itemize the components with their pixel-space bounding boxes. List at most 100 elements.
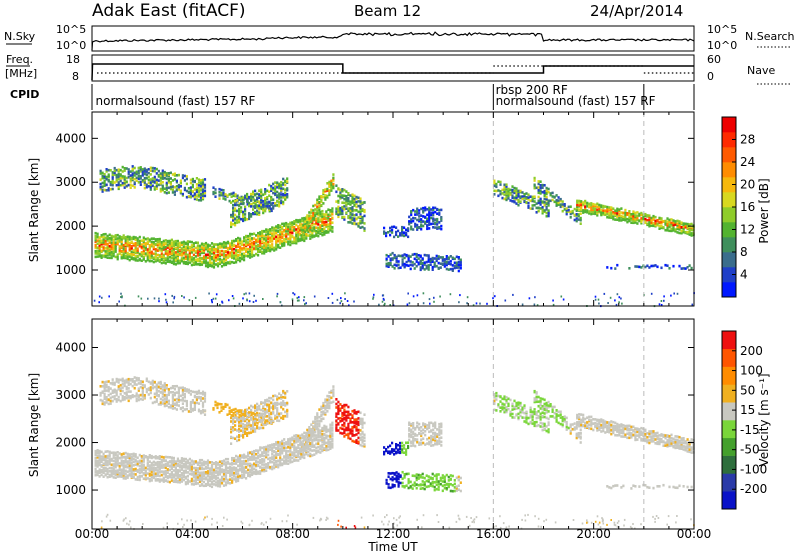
echo-cell bbox=[433, 301, 435, 303]
echo-cell bbox=[401, 231, 403, 234]
echo-cell bbox=[231, 195, 233, 198]
echo-cell bbox=[538, 189, 540, 192]
echo-cell bbox=[578, 200, 580, 203]
echo-cell bbox=[221, 253, 223, 256]
echo-cell bbox=[644, 266, 646, 269]
echo-cell bbox=[269, 239, 271, 242]
echo-cell bbox=[306, 433, 308, 436]
echo-cell bbox=[150, 173, 152, 176]
echo-cell bbox=[144, 396, 146, 399]
echo-cell bbox=[201, 243, 203, 246]
echo-cell bbox=[324, 188, 326, 191]
echo-cell bbox=[293, 438, 295, 441]
echo-cell bbox=[410, 226, 412, 229]
echo-cell bbox=[525, 196, 527, 199]
echo-cell bbox=[295, 224, 297, 227]
echo-cell bbox=[194, 192, 196, 195]
echo-cell bbox=[211, 256, 213, 259]
echo-cell bbox=[125, 456, 127, 459]
echo-cell bbox=[293, 222, 295, 225]
echo-cell bbox=[357, 225, 359, 228]
echo-cell bbox=[132, 378, 134, 381]
echo-cell bbox=[540, 187, 542, 190]
echo-cell bbox=[171, 479, 173, 482]
echo-cell bbox=[134, 376, 136, 379]
echo-cell bbox=[215, 470, 217, 473]
echo-cell bbox=[507, 197, 509, 200]
echo-cell bbox=[280, 301, 282, 303]
echo-cell bbox=[351, 206, 353, 209]
echo-cell bbox=[120, 387, 122, 390]
echo-cell bbox=[135, 245, 137, 248]
echo-cell bbox=[546, 206, 548, 209]
echo-cell bbox=[329, 426, 331, 429]
echo-cell bbox=[249, 300, 251, 302]
echo-cell bbox=[422, 266, 424, 269]
echo-cell bbox=[179, 249, 181, 252]
echo-cell bbox=[327, 445, 329, 448]
echo-cell bbox=[410, 218, 412, 221]
echo-cell bbox=[105, 237, 107, 240]
echo-cell bbox=[97, 470, 99, 473]
echo-cell bbox=[322, 402, 324, 405]
echo-cell bbox=[423, 302, 425, 304]
echo-cell bbox=[320, 418, 322, 421]
echo-cell bbox=[214, 404, 216, 407]
echo-cell bbox=[503, 188, 505, 191]
echo-cell bbox=[199, 477, 201, 480]
echo-cell bbox=[328, 395, 330, 398]
echo-cell bbox=[295, 238, 297, 241]
echo-cell bbox=[101, 254, 103, 257]
echo-cell bbox=[289, 244, 291, 247]
echo-cell bbox=[234, 207, 236, 210]
echo-cell bbox=[257, 471, 259, 474]
echo-cell bbox=[221, 465, 223, 468]
echo-cell bbox=[201, 459, 203, 462]
echo-cell bbox=[240, 209, 242, 212]
echo-cell bbox=[402, 254, 404, 257]
echo-cell bbox=[247, 463, 249, 466]
echo-cell bbox=[329, 218, 331, 221]
echo-cell bbox=[448, 256, 450, 259]
echo-cell bbox=[430, 263, 432, 266]
echo-cell bbox=[217, 243, 219, 246]
echo-cell bbox=[271, 450, 273, 453]
echo-cell bbox=[101, 474, 103, 477]
echo-cell bbox=[231, 240, 233, 243]
echo-cell bbox=[523, 200, 525, 203]
echo-cell bbox=[220, 189, 222, 192]
echo-cell bbox=[335, 213, 337, 216]
echo-cell bbox=[219, 261, 221, 264]
echo-cell bbox=[326, 182, 328, 185]
echo-cell bbox=[271, 461, 273, 464]
echo-cell bbox=[109, 245, 111, 248]
echo-cell bbox=[108, 169, 110, 172]
echo-cell bbox=[250, 197, 252, 200]
echo-cell bbox=[128, 384, 130, 387]
echo-cell bbox=[269, 228, 271, 231]
echo-cell bbox=[287, 446, 289, 449]
echo-cell bbox=[261, 461, 263, 464]
echo-cell bbox=[432, 266, 434, 269]
echo-cell bbox=[275, 460, 277, 463]
echo-cell bbox=[527, 202, 529, 205]
echo-cell bbox=[232, 223, 234, 226]
echo-cell bbox=[107, 460, 109, 463]
echo-cell bbox=[110, 382, 112, 385]
echo-cell bbox=[486, 303, 488, 305]
echo-cell bbox=[534, 179, 536, 182]
echo-cell bbox=[125, 452, 127, 455]
echo-cell bbox=[239, 246, 241, 249]
echo-cell bbox=[315, 217, 317, 220]
echo-cell bbox=[215, 461, 217, 464]
echo-cell bbox=[306, 214, 308, 217]
echo-cell bbox=[110, 181, 112, 184]
echo-cell bbox=[187, 459, 189, 462]
echo-cell bbox=[283, 455, 285, 458]
echo-cell bbox=[544, 209, 546, 212]
echo-cell bbox=[251, 248, 253, 251]
echo-cell bbox=[247, 248, 249, 251]
echo-cell bbox=[179, 252, 181, 255]
echo-cell bbox=[387, 231, 389, 234]
echo-cell bbox=[289, 459, 291, 462]
